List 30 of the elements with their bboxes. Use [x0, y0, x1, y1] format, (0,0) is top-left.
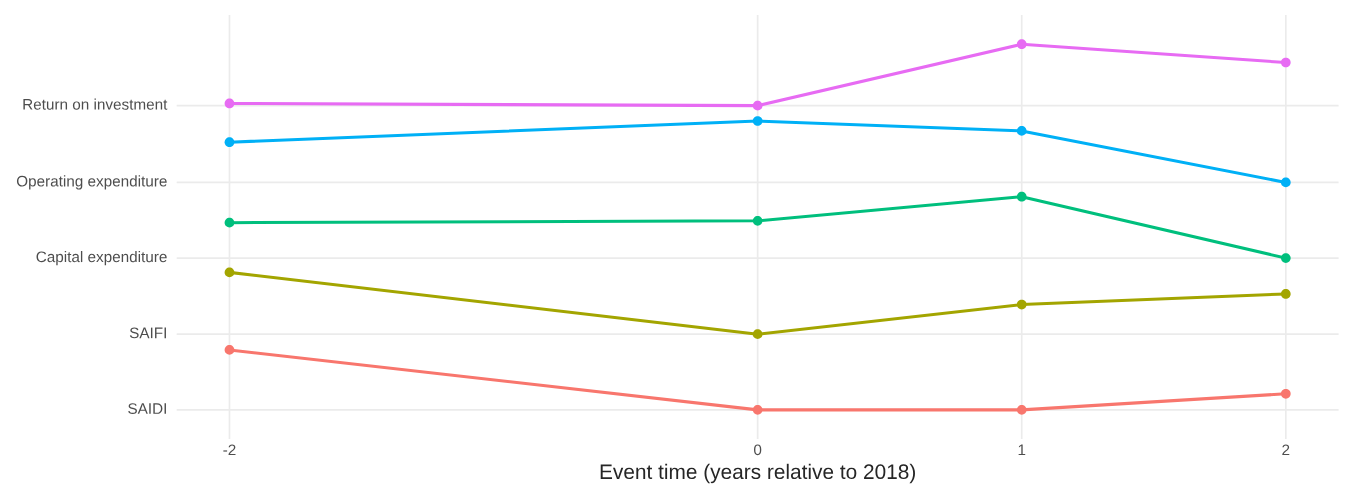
text: Operating expenditure: [16, 175, 167, 190]
point: [1280, 253, 1291, 263]
point: [1280, 289, 1291, 299]
point: [224, 345, 235, 355]
x-tick-label: 0: [753, 444, 762, 456]
point: [1280, 177, 1291, 188]
point: [752, 100, 763, 111]
point: [1280, 388, 1291, 399]
point: [1016, 299, 1027, 310]
point: [752, 329, 763, 340]
x-axis-title: Event time (years relative to 2018): [600, 463, 915, 484]
point: [752, 215, 763, 226]
point: [1280, 57, 1291, 68]
point: [752, 116, 763, 126]
x-tick-label: -2: [223, 444, 236, 456]
point: [1016, 191, 1027, 202]
text: Capital expenditure: [36, 251, 167, 266]
point: [1016, 405, 1027, 415]
point: [224, 267, 235, 278]
point: [1016, 126, 1027, 136]
point: [224, 98, 235, 109]
text: SAIFI: [129, 327, 166, 339]
text: SAIDI: [128, 403, 166, 414]
x-tick-label: 1: [1018, 444, 1026, 456]
point: [1016, 39, 1027, 50]
point: [224, 137, 235, 148]
point: [224, 217, 235, 228]
x-tick-label: 2: [1282, 444, 1290, 456]
point: [752, 405, 763, 415]
text: Return on investment: [23, 98, 168, 110]
